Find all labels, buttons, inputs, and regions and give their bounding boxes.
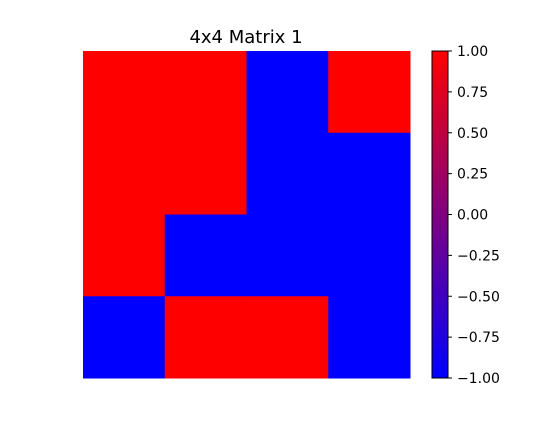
colorbar-tick-label: −1.00 (457, 371, 500, 387)
heatmap-cell-r0-c2 (246, 51, 329, 134)
heatmap-cell-r2-c2 (246, 214, 329, 297)
heatmap-cell-r1-c1 (164, 132, 247, 215)
heatmap-cell-r1-c2 (246, 132, 329, 215)
heatmap-cell-r3-c2 (246, 296, 329, 379)
heatmap-cell-r0-c3 (328, 51, 411, 134)
heatmap-cell-r0-c0 (83, 51, 166, 134)
colorbar-tick-label: 0.75 (457, 85, 488, 101)
colorbar-tick-label: −0.50 (457, 289, 500, 305)
colorbar-tick-label: −0.25 (457, 248, 500, 264)
colorbar (431, 50, 449, 379)
heatmap-cell-r3-c1 (164, 296, 247, 379)
colorbar-tick-label: 1.00 (457, 44, 488, 60)
heatmap-cell-r1-c0 (83, 132, 166, 215)
heatmap-cell-r2-c0 (83, 214, 166, 297)
heatmap-cell-r0-c1 (164, 51, 247, 134)
heatmap-cell-r2-c3 (328, 214, 411, 297)
heatmap-cell-r3-c3 (328, 296, 411, 379)
colorbar-tick-label: 0.00 (457, 208, 488, 224)
colorbar-tick-label: −0.75 (457, 330, 500, 346)
colorbar-tick-label: 0.25 (457, 167, 488, 183)
colorbar-ticks: 1.00 0.75 0.50 0.25 0.00 −0.25 −0.50 −0.75 −1.00 (448, 44, 500, 387)
chart-title: 4x4 Matrix 1 (189, 27, 302, 48)
heatmap-cell-r3-c0 (83, 296, 166, 379)
heatmap-cells (83, 51, 411, 379)
colorbar-tick-label: 0.50 (457, 126, 488, 142)
heatmap-cell-r1-c3 (328, 132, 411, 215)
heatmap-cell-r2-c1 (164, 214, 247, 297)
